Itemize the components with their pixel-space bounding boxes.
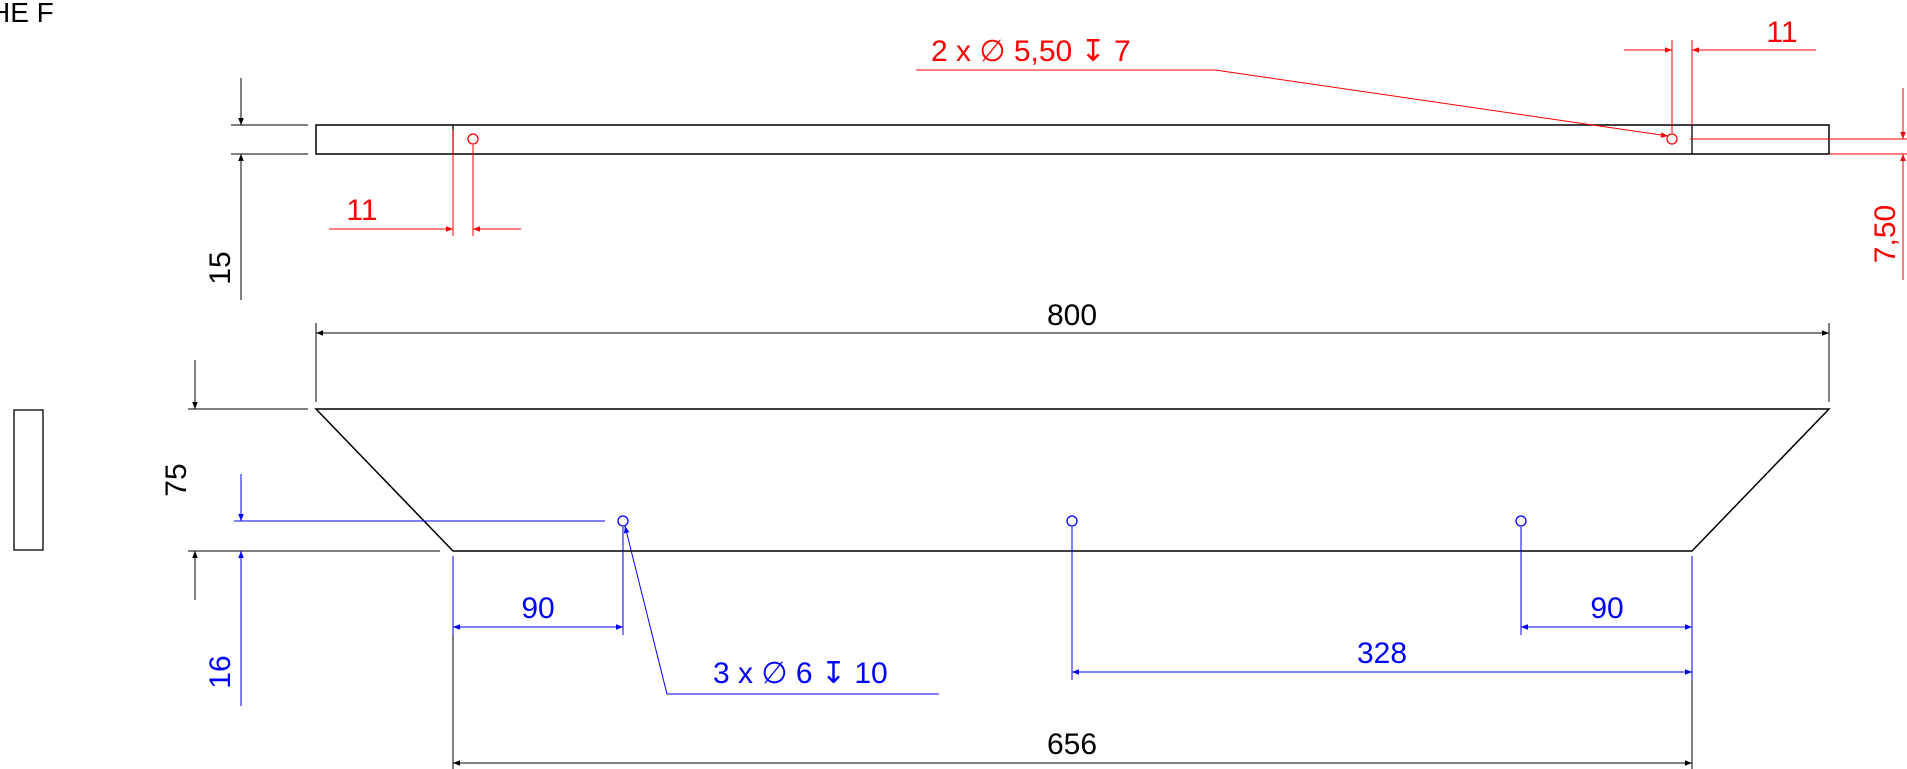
top-view-hole-left bbox=[467, 133, 479, 145]
hole-callout-blue: 3 x ∅ 6 ↧ 10 bbox=[623, 525, 939, 695]
dim-hole-height-front: 16 bbox=[204, 474, 605, 706]
dim-left-hole-offset-value: 11 bbox=[346, 194, 377, 227]
hole-callout-blue-text: 3 x ∅ 6 ↧ 10 bbox=[713, 657, 888, 690]
dim-height: 75 bbox=[160, 360, 440, 600]
dim-hole-height-front-value: 16 bbox=[204, 655, 237, 688]
dim-hole-height-value: 7,50 bbox=[1869, 205, 1902, 263]
dim-hole-height: 7,50 bbox=[1690, 88, 1907, 280]
front-view-hole-middle bbox=[1066, 515, 1078, 527]
hole-callout-red: 2 x ∅ 5,50 ↧ 7 bbox=[916, 35, 1669, 138]
dim-bottom-length: 656 bbox=[452, 556, 1693, 769]
hole-callout-red-text: 2 x ∅ 5,50 ↧ 7 bbox=[931, 35, 1131, 68]
top-view: 15 11 11 7,50 bbox=[204, 16, 1907, 300]
dim-left-hole-90-value: 90 bbox=[521, 592, 554, 625]
dim-left-hole-offset: 11 bbox=[329, 130, 521, 236]
top-view-hole-right bbox=[1666, 133, 1678, 145]
dim-thickness-value: 15 bbox=[204, 251, 237, 284]
front-view-trapezoid bbox=[314, 408, 1831, 552]
top-view-outline bbox=[315, 124, 1830, 155]
front-view: 800 75 656 16 90 bbox=[160, 299, 1831, 769]
dim-right-hole-90: 90 bbox=[1520, 527, 1693, 680]
dim-middle-hole-328-value: 328 bbox=[1357, 637, 1407, 670]
dim-left-hole-90: 90 bbox=[452, 527, 624, 635]
dim-right-hole-90-value: 90 bbox=[1590, 592, 1623, 625]
dim-bottom-length-value: 656 bbox=[1047, 728, 1097, 761]
dim-top-length: 800 bbox=[315, 299, 1830, 402]
dim-right-hole-offset: 11 bbox=[1624, 16, 1816, 133]
front-view-hole-left bbox=[617, 515, 629, 527]
dim-top-length-value: 800 bbox=[1047, 299, 1097, 332]
dim-right-hole-offset-value: 11 bbox=[1766, 16, 1797, 49]
dim-middle-hole-328: 328 bbox=[1071, 527, 1692, 680]
dim-thickness: 15 bbox=[204, 78, 308, 300]
dim-height-value: 75 bbox=[160, 463, 193, 496]
side-view-outline bbox=[13, 409, 44, 551]
sheet-label: HE F bbox=[0, 0, 54, 28]
front-view-hole-right bbox=[1515, 515, 1527, 527]
